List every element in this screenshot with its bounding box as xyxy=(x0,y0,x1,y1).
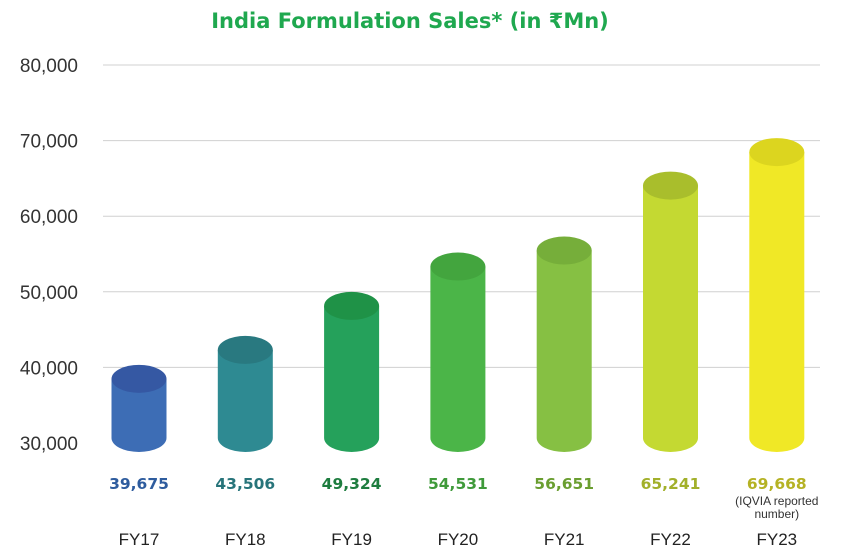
x-axis-ticks: FY17 FY18 FY19 FY20 FY21 FY22 FY23 xyxy=(119,530,797,549)
y-tick-label: 80,000 xyxy=(20,56,78,77)
annotation: number) xyxy=(754,507,799,521)
x-tick-label: FY22 xyxy=(650,530,691,549)
bar-top xyxy=(324,291,380,320)
bar-fy21 xyxy=(536,236,592,452)
x-tick-label: FY17 xyxy=(119,530,160,549)
bar-top xyxy=(536,236,592,265)
x-tick-label: FY21 xyxy=(544,530,585,549)
y-tick-label: 30,000 xyxy=(20,434,78,455)
bar-top xyxy=(749,138,805,167)
bar-fy19 xyxy=(324,291,380,452)
bar-top xyxy=(430,252,486,281)
value-labels: 39,675 43,506 49,324 54,531 56,651 65,241 69,6… xyxy=(109,475,818,521)
bar-body xyxy=(536,250,592,452)
bar-body xyxy=(749,152,805,452)
bar-body xyxy=(111,378,167,452)
bar-fy17 xyxy=(111,364,167,452)
y-tick-label: 50,000 xyxy=(20,283,78,304)
value-label: 65,241 xyxy=(641,475,701,493)
value-label: 69,668 xyxy=(747,475,807,493)
value-label: 43,506 xyxy=(215,475,275,493)
chart-title: India Formulation Sales* (in ₹Mn) xyxy=(211,9,609,33)
y-tick-label: 40,000 xyxy=(20,358,78,379)
gridlines xyxy=(103,64,820,368)
bar-fy23 xyxy=(749,138,805,452)
annotation: (IQVIA reported xyxy=(735,494,818,508)
y-axis-ticks: 30,000 40,000 50,000 60,000 70,000 80,000 xyxy=(20,56,78,455)
value-label: 39,675 xyxy=(109,475,169,493)
value-label: 49,324 xyxy=(322,475,382,493)
bar-body xyxy=(324,305,380,452)
bar-fy20 xyxy=(430,252,486,452)
bar-top xyxy=(111,364,167,393)
y-tick-label: 70,000 xyxy=(20,132,78,153)
y-tick-label: 60,000 xyxy=(20,207,78,228)
x-tick-label: FY23 xyxy=(756,530,797,549)
x-tick-label: FY19 xyxy=(331,530,372,549)
bar-fy22 xyxy=(642,171,698,452)
bar-top xyxy=(217,335,273,364)
value-label: 54,531 xyxy=(428,475,488,493)
value-label: 56,651 xyxy=(534,475,594,493)
bar-body xyxy=(217,349,273,452)
bar-body xyxy=(430,266,486,452)
bars xyxy=(111,138,805,452)
bar-fy18 xyxy=(217,335,273,452)
x-tick-label: FY18 xyxy=(225,530,266,549)
bar-body xyxy=(642,185,698,452)
bar-top xyxy=(643,171,698,200)
x-tick-label: FY20 xyxy=(438,530,479,549)
